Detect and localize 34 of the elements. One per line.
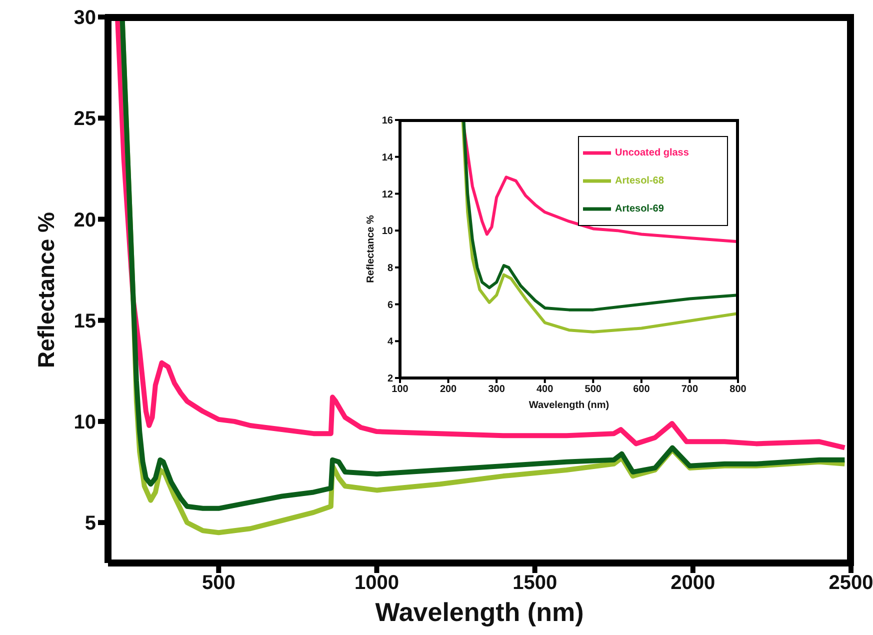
x-tick-label: 800 [730, 384, 747, 396]
y-tick-label: 12 [382, 189, 394, 200]
y-tick-label: 16 [382, 116, 394, 127]
x-tick-label: 500 [584, 384, 602, 396]
x-axis-title: Wavelength (nm) [528, 400, 610, 411]
y-tick-label: 10 [382, 226, 394, 238]
x-tick-label: 1000 [354, 572, 399, 594]
x-tick-label: 2500 [828, 572, 873, 594]
y-tick-label: 20 [74, 209, 96, 232]
y-tick-label: 2 [387, 374, 394, 385]
x-tick-label: 600 [633, 384, 650, 396]
x-tick-label: 2000 [670, 572, 716, 594]
y-tick-label: 8 [387, 262, 394, 274]
y-tick-label: 14 [382, 152, 394, 164]
legend-label: Artesol-69 [615, 204, 664, 215]
legend-label: Artesol-68 [615, 176, 664, 187]
y-tick-label: 10 [74, 412, 96, 434]
x-tick-label: 300 [488, 384, 506, 396]
x-tick-label: 200 [440, 384, 458, 396]
y-tick-label: 15 [74, 310, 96, 332]
y-axis-title: Reflectance % [366, 214, 377, 283]
x-tick-label: 700 [681, 384, 698, 396]
y-tick-label: 30 [74, 7, 96, 30]
x-tick-label: 500 [202, 572, 236, 594]
x-tick-label: 100 [392, 384, 409, 396]
y-tick-label: 6 [387, 300, 394, 311]
y-tick-label: 25 [74, 108, 96, 130]
x-tick-label: 400 [536, 384, 554, 396]
x-axis-title: Wavelength (nm) [375, 597, 584, 627]
y-axis-title: Reflectance % [33, 212, 60, 368]
x-tick-label: 1500 [512, 572, 558, 594]
legend-label: Uncoated glass [615, 148, 689, 159]
y-tick-label: 5 [84, 512, 96, 535]
y-tick-label: 4 [387, 336, 394, 348]
